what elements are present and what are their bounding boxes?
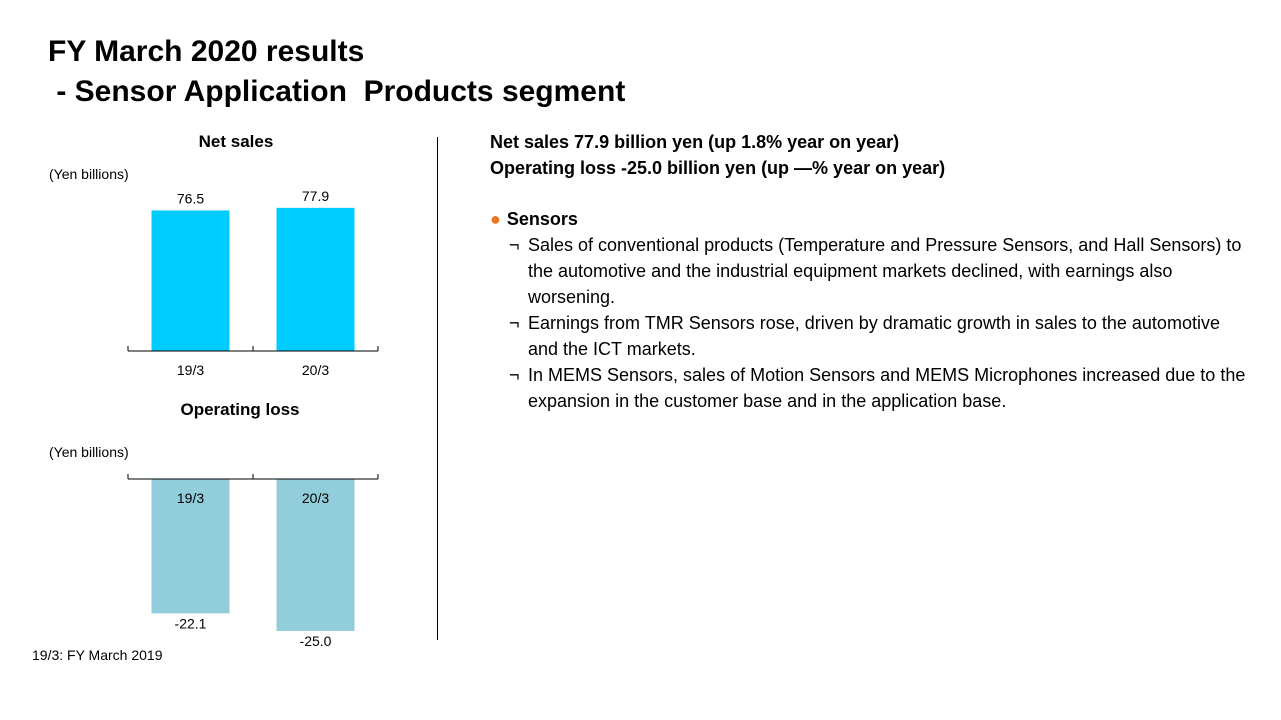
net-sales-unit-label: (Yen billions) <box>49 166 129 182</box>
operating-loss-unit-label: (Yen billions) <box>49 444 129 460</box>
category-label: 19/3 <box>177 490 204 506</box>
list-item-text: Sales of conventional products (Temperat… <box>528 235 1242 307</box>
sensors-heading-text: Sensors <box>506 209 578 229</box>
list-item: ¬ In MEMS Sensors, sales of Motion Senso… <box>490 362 1250 414</box>
not-sign-bullet-icon: ¬ <box>509 235 520 255</box>
summary-net-sales: Net sales 77.9 billion yen (up 1.8% year… <box>490 132 900 152</box>
summary: Net sales 77.9 billion yen (up 1.8% year… <box>490 129 945 181</box>
net-sales-chart-title: Net sales <box>198 132 274 151</box>
title-line-1: FY March 2020 results <box>48 35 365 68</box>
bar-20/3 <box>276 479 355 631</box>
data-label: -25.0 <box>300 633 332 649</box>
list-item-text: In MEMS Sensors, sales of Motion Sensors… <box>528 365 1246 411</box>
sensors-heading: ● Sensors <box>490 206 1250 232</box>
net-sales-chart: 76.5 19/3 77.9 20/3 <box>127 188 379 378</box>
data-label: 77.9 <box>302 188 329 204</box>
footnote: 19/3: FY March 2019 <box>32 647 163 663</box>
page-title: FY March 2020 results - Sensor Applicati… <box>48 32 625 112</box>
not-sign-bullet-icon: ¬ <box>509 313 520 333</box>
sensors-section: ● Sensors ¬ Sales of conventional product… <box>490 206 1250 414</box>
data-label: -22.1 <box>175 615 207 631</box>
orange-bullet-icon: ● <box>490 209 501 229</box>
vertical-divider <box>437 137 438 640</box>
list-item: ¬ Earnings from TMR Sensors rose, driven… <box>490 310 1250 362</box>
list-item: ¬ Sales of conventional products (Temper… <box>490 232 1250 310</box>
title-line-2: - Sensor Application Products segment <box>48 75 626 108</box>
category-label: 20/3 <box>302 490 329 506</box>
list-item-text: Earnings from TMR Sensors rose, driven b… <box>528 313 1220 359</box>
category-label: 19/3 <box>177 362 204 378</box>
summary-operating-loss: Operating loss -25.0 billion yen (up —% … <box>490 158 946 178</box>
data-label: 76.5 <box>177 190 204 206</box>
operating-loss-chart-title: Operating loss <box>180 400 300 419</box>
bar-19/3 <box>151 210 230 351</box>
bar-19/3 <box>151 479 230 614</box>
not-sign-bullet-icon: ¬ <box>509 365 520 385</box>
sensors-list: ¬ Sales of conventional products (Temper… <box>490 232 1250 414</box>
category-label: 20/3 <box>302 362 329 378</box>
operating-loss-chart: -22.1 19/3 -25.0 20/3 <box>127 474 379 649</box>
bar-20/3 <box>276 207 355 351</box>
